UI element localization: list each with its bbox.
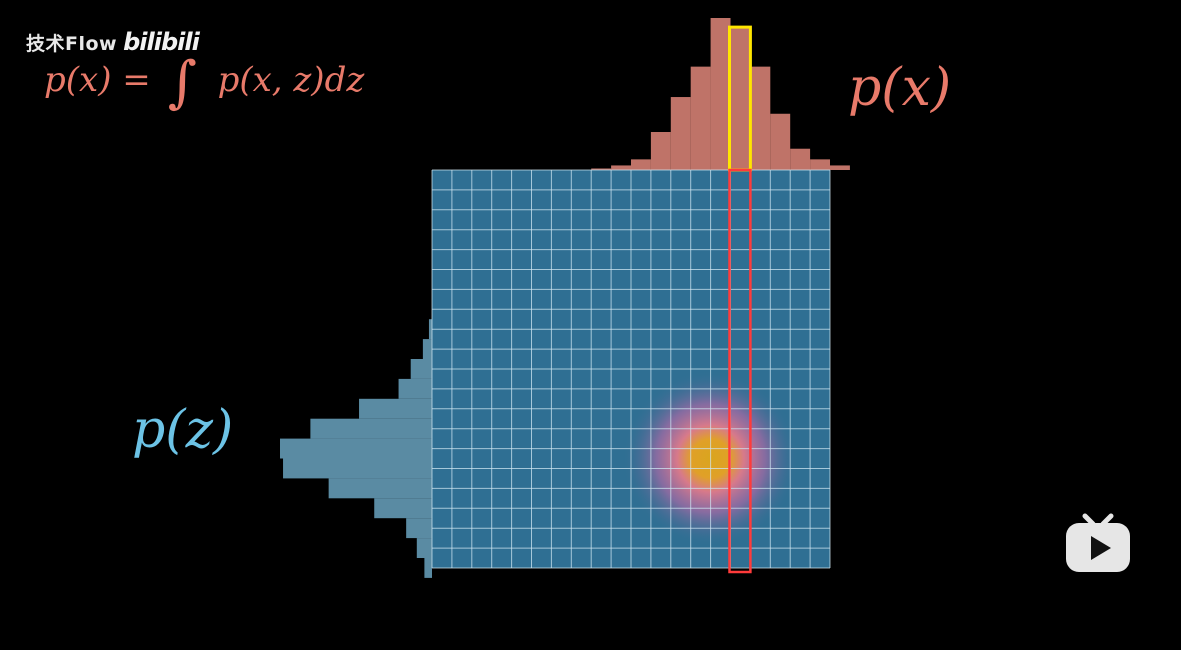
- marginal-z-bar: [422, 339, 432, 359]
- marginal-z-bar: [283, 458, 432, 479]
- marginal-z-label: p(z): [132, 400, 234, 460]
- marginal-x-histogram: [591, 18, 850, 171]
- bilibili-play-button[interactable]: [1063, 512, 1133, 574]
- marginal-z-bar: [406, 518, 432, 539]
- marginal-x-label: p(x): [848, 58, 952, 118]
- marginal-z-bar: [410, 359, 432, 379]
- watermark: 技术Flow bilibili: [26, 28, 200, 56]
- marginal-z-bar: [398, 378, 432, 399]
- integral-symbol: ∫: [167, 50, 197, 115]
- marginal-x-bar: [710, 18, 731, 170]
- bilibili-logo: bilibili: [123, 28, 200, 56]
- marginal-x-bar: [830, 165, 850, 170]
- marginal-z-bar: [374, 498, 432, 519]
- marginal-x-bar: [650, 132, 671, 170]
- play-icon: [1066, 513, 1130, 572]
- marginalization-formula: p(x) = ∫ p(x, z)dz: [44, 55, 365, 111]
- marginal-z-bar: [416, 538, 432, 558]
- marginal-z-bar: [424, 558, 432, 578]
- highlighted-grid-column: [728, 168, 752, 574]
- watermark-channel: 技术Flow: [26, 32, 118, 55]
- marginal-x-bar: [790, 148, 811, 170]
- marginal-x-bar: [810, 159, 830, 170]
- joint-distribution-grid: [431, 169, 831, 569]
- formula-rhs: p(x, z)dz: [217, 60, 365, 100]
- formula-lhs: p(x) =: [44, 60, 151, 100]
- marginal-x-bar: [730, 27, 751, 171]
- marginal-z-bar: [328, 478, 432, 499]
- marginal-x-bar: [750, 66, 771, 170]
- marginal-z-bar: [310, 418, 432, 439]
- highlight-overlay: [728, 25, 752, 574]
- marginal-x-bar: [631, 159, 651, 170]
- marginal-z-bar: [359, 398, 432, 419]
- marginal-z-bar: [428, 319, 432, 340]
- marginal-x-bar: [611, 165, 631, 170]
- marginal-x-bar: [770, 113, 791, 170]
- marginal-x-bar: [670, 97, 691, 170]
- marginal-x-bar: [591, 168, 612, 170]
- marginal-z-histogram: [280, 319, 432, 578]
- marginal-z-bar: [280, 438, 432, 459]
- marginal-x-bar: [690, 66, 711, 170]
